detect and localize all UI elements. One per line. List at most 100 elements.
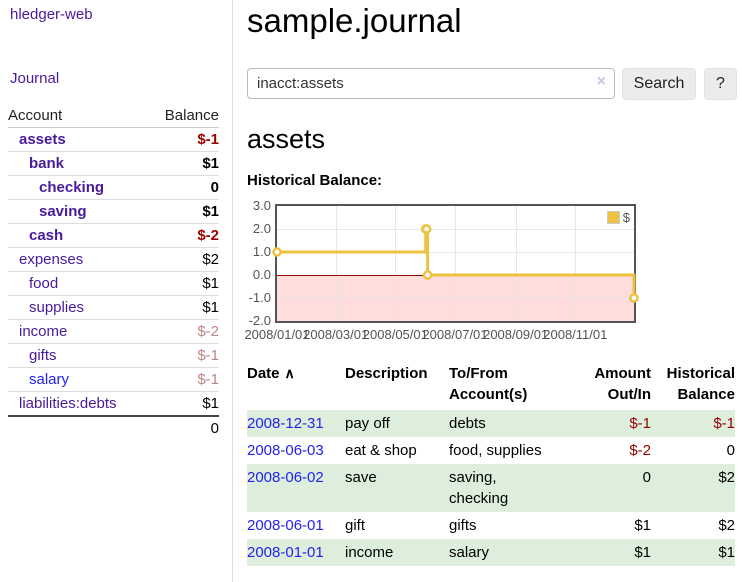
transaction-row[interactable]: 2008-12-31 pay off debts $-1 $-1 — [247, 410, 735, 437]
legend-label: $ — [622, 210, 630, 225]
sidebar-account-link[interactable]: expenses — [19, 251, 84, 268]
register-column-header: Amount Out/In — [594, 365, 651, 403]
sidebar-account-link[interactable]: liabilities:debts — [19, 395, 117, 412]
transaction-balance: $2 — [718, 517, 735, 534]
account-balance: $-1 — [148, 343, 219, 368]
transaction-accounts: salary — [449, 539, 567, 566]
transaction-row[interactable]: 2008-06-03 eat & shop food, supplies $-2 0 — [247, 437, 735, 464]
transaction-row[interactable]: 2008-06-02 save saving, checking 0 $2 — [247, 464, 735, 512]
account-row: salary $-1 — [8, 367, 219, 392]
register-table: Date ∧ Description To/From Account(s) Amount… — [247, 359, 735, 566]
search-box: × — [247, 68, 615, 99]
sort-ascending-icon: ∧ — [284, 365, 295, 381]
sidebar-account-link[interactable]: income — [19, 323, 68, 340]
account-row: checking 0 — [8, 175, 219, 200]
y-axis-tick-label: 1.0 — [252, 244, 271, 259]
transaction-row[interactable]: 2008-01-01 income salary $1 $1 — [247, 539, 735, 566]
sidebar-account-link[interactable]: supplies — [29, 299, 85, 316]
transaction-description: income — [345, 539, 449, 566]
account-balance: $1 — [148, 391, 219, 417]
account-balance: $-1 — [148, 367, 219, 392]
transaction-balance: $1 — [651, 539, 735, 566]
clear-search-icon[interactable]: × — [596, 73, 606, 90]
account-row: bank $1 — [8, 151, 219, 176]
transaction-date-link[interactable]: 2008-06-03 — [247, 442, 324, 459]
account-row: food $1 — [8, 271, 219, 296]
sidebar-account-link[interactable]: assets — [19, 131, 66, 148]
account-row: liabilities:debts $1 — [8, 391, 219, 417]
x-axis-tick-label: 2008/05/01 — [362, 327, 428, 342]
transaction-amount: $-2 — [629, 442, 651, 459]
y-axis-tick-label: 3.0 — [252, 198, 271, 213]
data-point-marker[interactable] — [629, 293, 639, 303]
legend-swatch — [606, 211, 620, 224]
transaction-accounts: debts — [449, 410, 567, 437]
account-row: supplies $1 — [8, 295, 219, 320]
transaction-description: pay off — [345, 410, 449, 437]
accounts-total-balance: 0 — [148, 415, 219, 440]
sidebar-account-link[interactable]: saving — [39, 203, 87, 220]
transaction-date-link[interactable]: 2008-01-01 — [247, 544, 324, 561]
account-balance: $2 — [148, 247, 219, 272]
gridline — [575, 206, 577, 321]
data-point-marker[interactable] — [421, 224, 432, 234]
register-column-header: Description — [345, 365, 428, 382]
transaction-date-link[interactable]: 2008-12-31 — [247, 415, 324, 432]
chart-legend: $ — [606, 210, 630, 225]
data-point-marker[interactable] — [272, 247, 282, 257]
search-input[interactable] — [247, 68, 615, 99]
gridline — [395, 206, 397, 321]
balance-line — [277, 227, 636, 298]
x-axis-tick-label: 2008/03/01 — [303, 327, 369, 342]
transaction-date-link[interactable]: 2008-06-01 — [247, 517, 324, 534]
account-row: assets $-1 — [8, 127, 219, 152]
account-balance: $1 — [148, 271, 219, 296]
sidebar-account-link[interactable]: food — [29, 275, 59, 292]
account-balance: $-2 — [148, 319, 219, 344]
account-heading: assets — [247, 124, 326, 154]
page-title: sample.journal — [247, 2, 462, 39]
sidebar-accounts-table: Account Balance assets $-1 bank $1 checking 0… — [8, 104, 219, 440]
historical-balance-chart: $ 3.0 2.0 1.0 0.0 -1.0 -2.0 2008/01/01 2008/03… — [235, 198, 742, 345]
accounts-header-row: Account Balance — [8, 104, 219, 128]
sidebar-account-link[interactable]: checking — [39, 179, 105, 196]
account-balance: $1 — [148, 151, 219, 176]
transaction-row[interactable]: 2008-06-01 gift gifts $1 $2 — [247, 512, 735, 539]
gridline — [455, 206, 456, 321]
account-balance: $1 — [148, 295, 219, 320]
y-axis-tick-label: -1.0 — [248, 290, 271, 305]
accounts-total-row: 0 — [8, 415, 219, 440]
register-column-header: To/From Account(s) — [449, 365, 528, 403]
help-button[interactable]: ? — [704, 68, 737, 100]
y-axis-tick-label: -2.0 — [248, 313, 271, 328]
transaction-amount: 0 — [567, 464, 651, 512]
sidebar-account-link[interactable]: bank — [29, 155, 65, 172]
y-axis-tick-label: 2.0 — [252, 221, 271, 236]
account-balance: $-1 — [148, 127, 219, 152]
transaction-amount: $-1 — [567, 410, 651, 437]
sidebar-account-link[interactable]: cash — [29, 227, 64, 244]
transaction-date-link[interactable]: 2008-06-02 — [247, 469, 324, 486]
x-axis-tick-label: 2008/01/01 — [244, 327, 310, 342]
sidebar-account-link[interactable]: gifts — [29, 347, 57, 364]
transaction-balance: $2 — [651, 464, 735, 512]
transaction-accounts: saving, checking — [449, 464, 567, 512]
transaction-description: save — [345, 464, 449, 512]
transaction-description: eat & shop — [345, 442, 417, 459]
transaction-accounts: food, supplies — [449, 442, 542, 459]
sidebar-account-link[interactable]: salary — [29, 371, 70, 388]
register-header-row: Date ∧ Description To/From Account(s) Amount… — [247, 359, 735, 410]
account-row: income $-2 — [8, 319, 219, 344]
data-point-marker[interactable] — [422, 270, 433, 280]
y-axis-tick-label: 0.0 — [252, 267, 271, 282]
sidebar-item-journal[interactable]: Journal — [10, 70, 60, 87]
account-balance: $-2 — [148, 223, 219, 248]
search-form: × Search ? — [247, 68, 737, 100]
brand-link[interactable]: hledger-web — [10, 6, 93, 23]
register-column-header[interactable]: Date ∧ — [247, 365, 295, 382]
x-axis-tick-label: 2008/07/01 — [422, 327, 488, 342]
search-button[interactable]: Search — [622, 68, 696, 100]
transaction-accounts: gifts — [449, 517, 477, 534]
gridline — [335, 206, 337, 321]
chart-plot-area[interactable]: $ — [272, 204, 639, 323]
